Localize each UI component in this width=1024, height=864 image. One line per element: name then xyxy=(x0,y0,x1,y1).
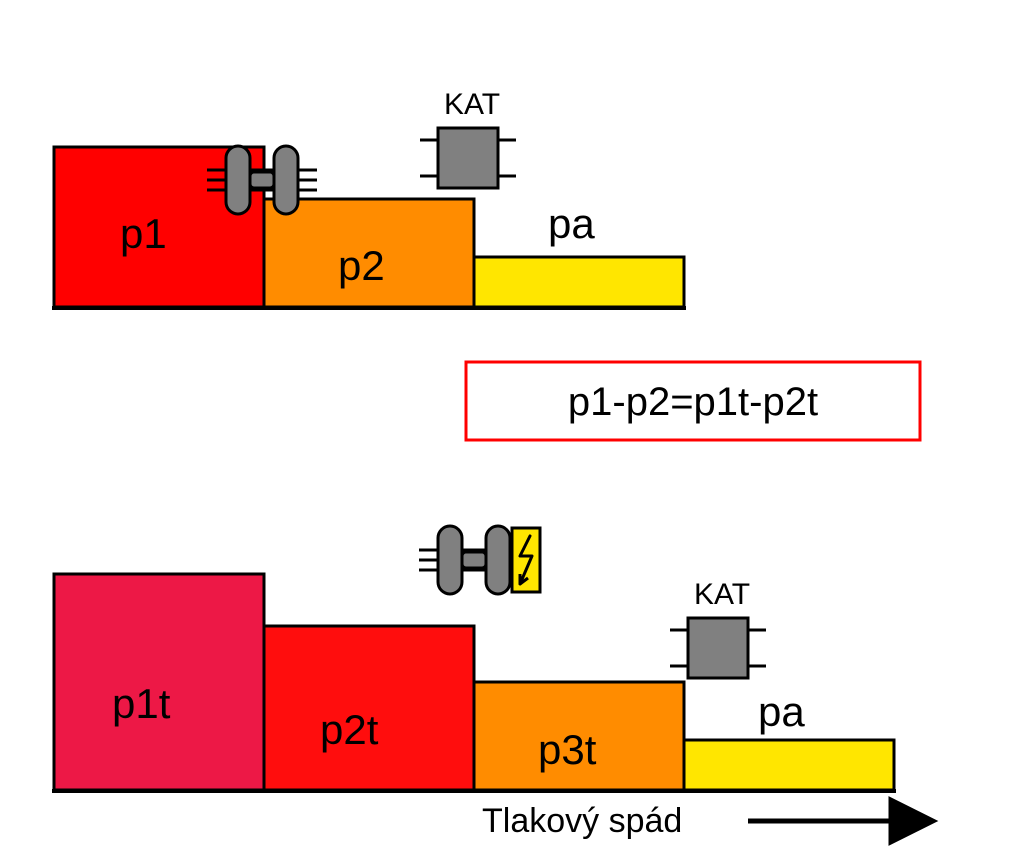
bar-pa xyxy=(684,740,894,790)
bar-label-p2: p2 xyxy=(338,242,385,289)
equation-text: p1-p2=p1t-p2t xyxy=(568,380,818,424)
bar-pa xyxy=(474,257,684,307)
kat-icon xyxy=(670,618,766,678)
kat-label: KAT xyxy=(694,578,750,611)
kat-icon xyxy=(420,128,516,188)
bar-label-p2t: p2t xyxy=(320,706,379,753)
bar-label-pa: pa xyxy=(758,688,805,735)
turbo-bolt-icon xyxy=(419,526,540,594)
kat-label: KAT xyxy=(444,88,500,121)
axis-label: Tlakový spád xyxy=(482,802,682,840)
bar-label-pa: pa xyxy=(548,200,595,247)
bar-label-p1: p1 xyxy=(120,210,167,257)
bar-label-p1t: p1t xyxy=(112,680,171,727)
bar-label-p3t: p3t xyxy=(538,726,597,773)
